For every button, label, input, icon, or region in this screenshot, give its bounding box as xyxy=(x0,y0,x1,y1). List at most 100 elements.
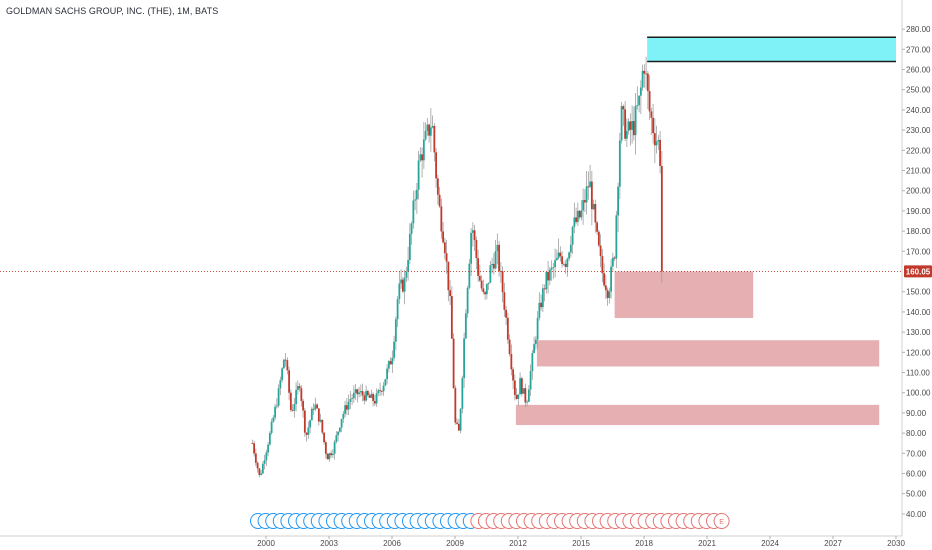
candle-body xyxy=(351,398,353,399)
candle-body xyxy=(625,130,628,139)
candle-body xyxy=(622,106,625,110)
candle-body xyxy=(417,160,420,190)
candle-body xyxy=(506,317,509,340)
candle-body xyxy=(480,280,483,289)
candle-body xyxy=(557,252,560,258)
candle-body xyxy=(515,394,518,399)
candles-layer xyxy=(251,56,663,478)
price-tick-label: 220.00 xyxy=(906,146,931,155)
candle-body xyxy=(293,404,296,411)
candle-body xyxy=(324,442,327,454)
candle-body xyxy=(326,453,329,460)
candle-body xyxy=(475,240,478,259)
candle-body xyxy=(554,260,556,268)
candle-body xyxy=(552,267,555,268)
candle-body xyxy=(316,404,318,409)
candle-body xyxy=(422,139,425,161)
candle-body xyxy=(279,380,282,389)
candle-body xyxy=(464,313,467,339)
candle-body xyxy=(426,124,429,131)
candle-body xyxy=(601,256,604,274)
candle-body xyxy=(445,253,448,262)
candle-body xyxy=(624,109,626,139)
candle-body xyxy=(394,319,397,342)
candle-body xyxy=(452,338,455,389)
candle-body xyxy=(354,389,357,393)
candle-body xyxy=(534,339,537,345)
candle-body xyxy=(594,203,597,223)
candle-body xyxy=(569,244,572,253)
candle-body xyxy=(309,420,311,428)
candle-body xyxy=(275,405,278,407)
price-tick-label: 100.00 xyxy=(906,389,931,398)
last-price-label: 160.05 xyxy=(906,267,931,276)
candle-body xyxy=(568,252,570,259)
price-tick-label: 210.00 xyxy=(906,167,931,176)
candle-body xyxy=(646,73,649,92)
candle-body xyxy=(401,279,404,292)
candle-body xyxy=(415,189,418,200)
price-tick-label: 250.00 xyxy=(906,86,931,95)
candle-body xyxy=(660,165,663,272)
price-tick-label: 260.00 xyxy=(906,66,931,75)
price-tick-label: 80.00 xyxy=(906,429,927,438)
candle-body xyxy=(268,433,271,445)
events-row: IE xyxy=(250,513,730,529)
candle-body xyxy=(260,473,262,475)
candle-body xyxy=(587,186,590,188)
candle-body xyxy=(296,386,299,391)
candle-body xyxy=(529,371,532,390)
time-tick-label: 2000 xyxy=(257,539,275,548)
candle-body xyxy=(533,344,535,354)
price-axis[interactable]: 40.00 50.00 60.00 70.00 80.00 90.00 100.00 110.… xyxy=(901,0,931,536)
candle-body xyxy=(373,401,376,404)
candle-body xyxy=(459,408,462,431)
time-axis[interactable]: 2000 2003 2006 2009 2012 2015 2018 2021 2024 2027… xyxy=(0,535,905,548)
price-tick-label: 190.00 xyxy=(906,207,931,216)
candle-body xyxy=(398,283,401,300)
candle-body xyxy=(330,453,332,456)
last-price-badge xyxy=(904,265,932,278)
time-tick-label: 2009 xyxy=(446,539,464,548)
candle-body xyxy=(615,215,618,259)
price-tick-label: 240.00 xyxy=(906,106,931,115)
price-tick-label: 270.00 xyxy=(906,45,931,54)
candle-body xyxy=(538,302,541,318)
candle-body xyxy=(372,393,374,402)
candle-body xyxy=(470,232,472,264)
candle-body xyxy=(345,405,348,410)
candle-body xyxy=(408,233,411,261)
time-tick-label: 2015 xyxy=(572,539,590,548)
candle-body xyxy=(498,244,500,272)
candle-body xyxy=(396,299,399,320)
price-tick-label: 130.00 xyxy=(906,328,931,337)
candle-body xyxy=(433,126,436,153)
candle-body xyxy=(429,127,432,136)
candle-body xyxy=(358,392,360,395)
candle-body xyxy=(403,277,406,292)
candle-body xyxy=(393,341,395,358)
resistance-zone-0 xyxy=(647,37,896,62)
candle-body xyxy=(449,290,451,297)
candle-body xyxy=(349,398,352,402)
support-zone-1 xyxy=(614,271,754,318)
candle-body xyxy=(352,392,355,399)
candle-body xyxy=(424,130,427,140)
candle-body xyxy=(468,263,471,288)
price-tick-label: 110.00 xyxy=(906,369,930,378)
candle-body xyxy=(344,405,346,414)
time-tick-label: 2027 xyxy=(824,539,842,548)
candle-body xyxy=(363,395,366,401)
candle-body xyxy=(328,453,331,460)
candle-body xyxy=(410,223,413,234)
candle-body xyxy=(520,378,523,394)
candle-body xyxy=(365,390,367,401)
candle-body xyxy=(347,401,350,410)
candle-body xyxy=(566,258,569,267)
candle-body xyxy=(519,378,521,395)
candle-body xyxy=(639,87,642,96)
price-line-layer: 160.05 xyxy=(0,265,932,278)
candle-body xyxy=(414,199,416,201)
candle-body xyxy=(256,462,259,469)
